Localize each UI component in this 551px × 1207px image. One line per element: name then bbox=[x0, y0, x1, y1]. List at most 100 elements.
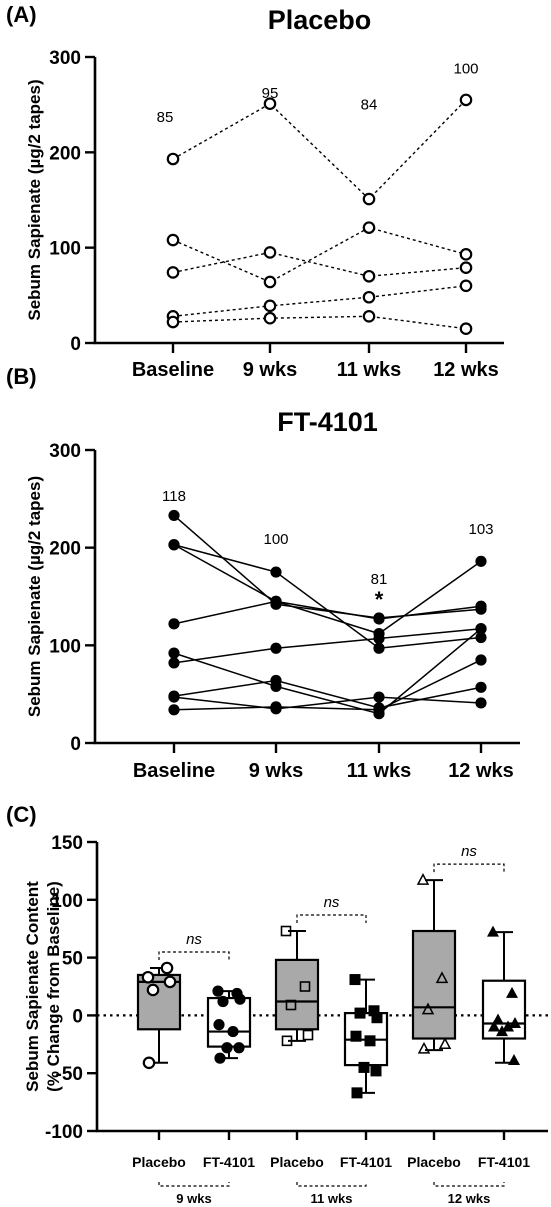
significance-label: ns bbox=[461, 843, 477, 860]
group-bracket bbox=[433, 1182, 505, 1187]
x-tick-label-ft4101: Baseline bbox=[133, 760, 215, 782]
data-point-placebo bbox=[362, 192, 376, 206]
y-tick-label-placebo: 0 bbox=[70, 334, 81, 355]
box-data-point bbox=[417, 1041, 431, 1054]
y-tick-label-placebo: 200 bbox=[49, 143, 81, 164]
box-data-point bbox=[370, 1065, 382, 1077]
box-data-point bbox=[506, 986, 518, 998]
data-point-ft4101 bbox=[475, 654, 487, 666]
box-data-point bbox=[487, 925, 499, 937]
data-point-placebo bbox=[459, 279, 473, 293]
mean-label-placebo: 100 bbox=[453, 60, 478, 77]
box-data-point bbox=[492, 1013, 504, 1025]
data-point-placebo bbox=[263, 246, 277, 259]
y-tick-label-change: -100 bbox=[45, 1122, 83, 1143]
series-line-ft4101 bbox=[173, 544, 482, 620]
box-label: FT-4101 bbox=[340, 1154, 392, 1170]
box-data-point bbox=[349, 974, 361, 986]
box-data-point bbox=[496, 1025, 508, 1037]
group-bracket bbox=[296, 1182, 367, 1187]
box-data-point bbox=[354, 1007, 366, 1019]
data-point-placebo bbox=[459, 93, 473, 107]
mean-label-ft4101: 118 bbox=[162, 488, 186, 505]
mean-label-placebo: 95 bbox=[262, 85, 279, 102]
box-data-point bbox=[508, 1053, 520, 1065]
data-point-placebo bbox=[166, 152, 180, 166]
panel-label-change: (C) bbox=[6, 802, 37, 827]
box-data-point bbox=[213, 1019, 225, 1031]
box-data-point bbox=[221, 1042, 233, 1054]
data-point-ft4101 bbox=[270, 674, 282, 687]
data-point-ft4101 bbox=[168, 539, 180, 551]
box-data-point bbox=[416, 873, 430, 885]
chart-title-placebo: Placebo bbox=[268, 5, 372, 35]
series-line-ft4101 bbox=[173, 627, 482, 664]
x-tick-label-placebo: 12 wks bbox=[433, 359, 499, 381]
box-label: FT-4101 bbox=[203, 1154, 255, 1170]
data-point-ft4101 bbox=[475, 623, 487, 635]
series-line-ft4101 bbox=[173, 679, 482, 709]
group-label: 11 wks bbox=[311, 1191, 353, 1206]
significance-bracket bbox=[433, 863, 505, 873]
series-line-ft4101 bbox=[173, 696, 482, 710]
box-data-point bbox=[233, 1042, 245, 1054]
box-data-point bbox=[163, 975, 177, 989]
data-point-ft4101 bbox=[475, 697, 487, 709]
y-tick-label-change: 50 bbox=[62, 949, 83, 970]
box-label: FT-4101 bbox=[478, 1154, 530, 1170]
box-data-point bbox=[302, 1029, 314, 1041]
x-tick-label-placebo: 11 wks bbox=[337, 359, 402, 381]
group-label: 9 wks bbox=[176, 1191, 211, 1206]
series-line-placebo bbox=[172, 315, 467, 330]
x-tick-label-placebo: Baseline bbox=[132, 359, 214, 381]
box-data-point bbox=[368, 1005, 380, 1017]
data-point-placebo bbox=[459, 322, 473, 335]
data-point-placebo bbox=[166, 233, 180, 247]
box-data-point bbox=[358, 1061, 370, 1073]
box-label: Placebo bbox=[270, 1154, 324, 1170]
y-tick-label-ft4101: 100 bbox=[49, 636, 81, 657]
y-tick-label-change: -50 bbox=[56, 1064, 83, 1085]
significance-label: ns bbox=[324, 894, 340, 911]
box-data-point bbox=[280, 925, 292, 937]
panel-label-ft4101: (B) bbox=[6, 364, 37, 389]
data-point-placebo bbox=[362, 221, 376, 234]
data-point-ft4101 bbox=[475, 600, 487, 612]
data-point-placebo bbox=[166, 266, 180, 279]
x-tick-label-ft4101: 11 wks bbox=[347, 760, 412, 782]
data-point-ft4101 bbox=[168, 657, 180, 669]
y-tick-label-ft4101: 200 bbox=[49, 539, 81, 560]
y-axis-label-change: Sebum Sapienate Content (% Change from Ba… bbox=[23, 881, 63, 1092]
data-point-placebo bbox=[362, 290, 376, 304]
box-data-point bbox=[488, 1020, 500, 1032]
y-tick-label-change: 100 bbox=[51, 891, 83, 912]
box-data-point bbox=[141, 970, 155, 984]
box-data-point bbox=[146, 983, 160, 997]
data-point-ft4101 bbox=[270, 595, 282, 607]
box-data-point bbox=[435, 971, 449, 984]
x-tick-label-ft4101: 12 wks bbox=[448, 760, 514, 782]
data-point-ft4101 bbox=[475, 631, 487, 644]
data-point-ft4101 bbox=[475, 555, 487, 567]
significance-bracket bbox=[296, 914, 367, 924]
data-point-ft4101 bbox=[373, 704, 385, 716]
box-data-point bbox=[502, 1020, 514, 1032]
box-data-point bbox=[299, 981, 311, 992]
data-point-placebo bbox=[263, 311, 277, 325]
x-tick-label-placebo: 9 wks bbox=[243, 359, 297, 381]
data-point-ft4101 bbox=[168, 618, 180, 630]
box-data-point bbox=[285, 999, 297, 1011]
data-point-ft4101 bbox=[168, 704, 180, 716]
y-tick-label-change: 0 bbox=[72, 1006, 83, 1027]
data-point-ft4101 bbox=[373, 613, 385, 625]
box-data-point bbox=[160, 961, 174, 975]
box-data-point bbox=[281, 1035, 293, 1047]
mean-label-ft4101: 100 bbox=[263, 531, 288, 548]
y-tick-label-ft4101: 300 bbox=[49, 441, 81, 462]
box-data-point bbox=[234, 993, 246, 1005]
mean-label-placebo: 84 bbox=[361, 97, 378, 114]
data-point-placebo bbox=[263, 275, 277, 289]
data-point-ft4101 bbox=[168, 647, 180, 659]
data-point-placebo bbox=[263, 97, 277, 111]
